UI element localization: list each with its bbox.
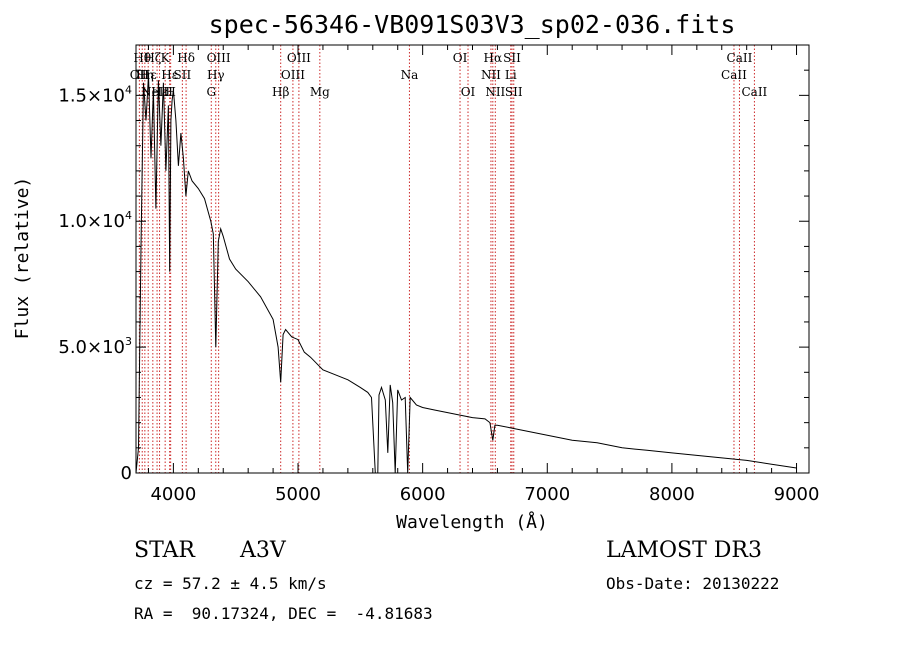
spectral-line-label: SII: [505, 85, 523, 99]
spectral-line-label: CaII: [721, 68, 747, 82]
spectral-line-label: OIII: [207, 51, 231, 65]
spectral-line-label: SII: [174, 68, 192, 82]
y-tick-label: 5.0×103: [58, 335, 132, 358]
spectral-line-label: Hε: [140, 68, 157, 82]
y-axis-label: Flux (relative): [12, 177, 33, 340]
object-subclass: A3V: [240, 538, 286, 563]
x-tick-label: 7000: [524, 484, 570, 505]
spectral-line-label: Hη: [136, 68, 154, 82]
obs-date-text: Obs-Date: 20130222: [606, 574, 780, 593]
spectral-line-label: Li: [505, 68, 517, 82]
spectral-line-label: Hζ: [144, 51, 161, 65]
spectral-line-label: NII: [481, 68, 501, 82]
redshift-text: cz = 57.2 ± 4.5 km/s: [134, 574, 327, 593]
spectral-line-label: Hθ: [133, 51, 151, 65]
spectral-line-label: Mg: [310, 85, 330, 99]
y-tick-exponent: 4: [125, 83, 132, 96]
spectral-line-label: CaII: [727, 51, 753, 65]
spectral-line-label: OI: [461, 85, 476, 99]
chart-title: spec-56346-VB091S03V3_sp02-036.fits: [209, 10, 736, 39]
spectral-line-label: OII: [130, 68, 150, 82]
spectral-line-label: Na: [401, 68, 419, 82]
coordinates-text: RA = 90.17324, DEC = -4.81683: [134, 604, 433, 623]
y-tick-mantissa: 0: [121, 463, 132, 484]
spectral-line-label: Hγ: [207, 68, 225, 82]
x-tick-label: 6000: [400, 484, 446, 505]
x-tick-label: 9000: [774, 484, 820, 505]
spectral-line-label: H: [165, 85, 175, 99]
x-axis-label: Wavelength (Å): [396, 511, 548, 533]
x-tick-label: 4000: [150, 484, 196, 505]
y-tick-label: 1.0×104: [58, 209, 132, 232]
spectral-line-label: OI: [453, 51, 468, 65]
x-axis-ticks: 4000 5000 6000 7000 8000 9000: [147, 45, 820, 505]
y-tick-label: 0: [121, 463, 132, 484]
spectral-line-label: OIII: [281, 68, 305, 82]
y-tick-mantissa: 5.0×10: [58, 337, 125, 358]
object-class: STAR: [134, 538, 195, 563]
survey-name: LAMOST DR3: [606, 538, 762, 563]
spectral-line-label: Hβ: [272, 85, 289, 99]
spectral-line-label: Hδ: [177, 51, 195, 65]
spectral-line-label: G: [206, 85, 216, 99]
spectral-line-label: NII: [485, 85, 505, 99]
spectral-line-labels: OIIHθHηHεHζNeIIIHεKHεHSIIHδGHγOIIIHβOIII…: [130, 51, 768, 99]
spectral-line-label: SII: [503, 51, 521, 65]
y-tick-label: 1.5×104: [58, 83, 132, 106]
x-tick-label: 5000: [275, 484, 321, 505]
spectrum-series-line: [135, 75, 797, 474]
y-tick-exponent: 4: [125, 209, 132, 222]
y-tick-exponent: 3: [125, 335, 132, 348]
spectral-line-label: K: [161, 51, 171, 65]
y-tick-mantissa: 1.0×10: [58, 211, 125, 232]
spectral-line-label: CaII: [741, 85, 767, 99]
plot-frame: [135, 44, 810, 474]
spectral-line-label: Hα: [484, 51, 503, 65]
spectral-line-label: OIII: [287, 51, 311, 65]
y-tick-mantissa: 1.5×10: [58, 85, 125, 106]
spectral-line-markers: [138, 45, 755, 473]
x-tick-label: 8000: [649, 484, 695, 505]
spectral-line-label: Hε: [161, 68, 178, 82]
